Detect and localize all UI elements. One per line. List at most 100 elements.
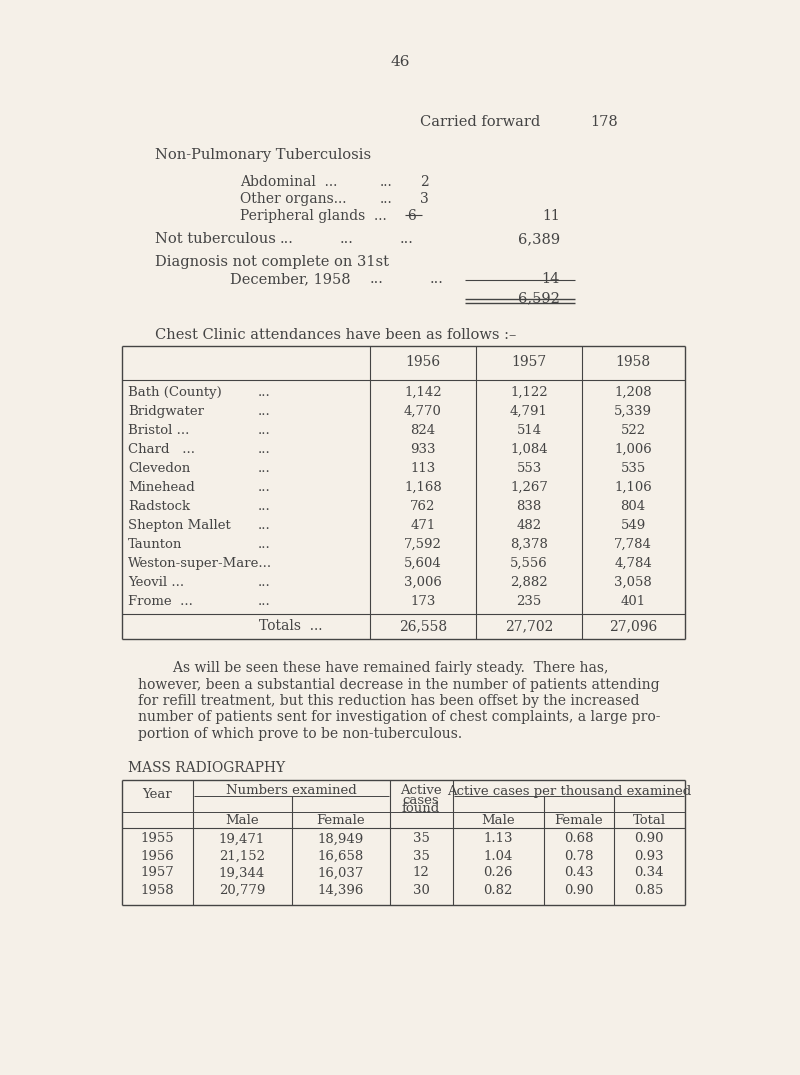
Text: found: found — [402, 803, 440, 816]
Text: Abdominal  ...: Abdominal ... — [240, 175, 338, 189]
Text: Male: Male — [481, 814, 515, 827]
Text: 824: 824 — [410, 424, 435, 438]
Text: 804: 804 — [621, 500, 646, 513]
Text: 27,096: 27,096 — [609, 619, 657, 633]
Text: 4,784: 4,784 — [614, 557, 652, 570]
Text: 0.93: 0.93 — [634, 849, 664, 862]
Text: 0.43: 0.43 — [564, 866, 594, 879]
Text: Year: Year — [142, 788, 172, 801]
Text: 762: 762 — [410, 500, 436, 513]
Text: 2: 2 — [420, 175, 429, 189]
Text: 1,084: 1,084 — [510, 443, 548, 456]
Text: 173: 173 — [410, 594, 436, 608]
Text: 46: 46 — [390, 55, 410, 69]
Text: 482: 482 — [517, 519, 542, 532]
Text: 35: 35 — [413, 849, 430, 862]
Text: ...: ... — [258, 424, 270, 438]
Text: Radstock: Radstock — [128, 500, 190, 513]
Text: ...: ... — [280, 232, 294, 246]
Text: Bristol ...: Bristol ... — [128, 424, 190, 438]
Text: Minehead: Minehead — [128, 481, 194, 495]
Text: for refill treatment, but this reduction has been offset by the increased: for refill treatment, but this reduction… — [138, 694, 639, 708]
Text: 5,604: 5,604 — [404, 557, 442, 570]
Text: ...: ... — [400, 232, 414, 246]
Text: 7,592: 7,592 — [404, 538, 442, 551]
Text: 7,784: 7,784 — [614, 538, 652, 551]
Text: 30: 30 — [413, 884, 430, 897]
Text: cases: cases — [402, 793, 439, 806]
Text: Totals  ...: Totals ... — [259, 619, 322, 633]
Text: 0.26: 0.26 — [483, 866, 513, 879]
Text: 1957: 1957 — [140, 866, 174, 879]
Text: 4,770: 4,770 — [404, 405, 442, 418]
Text: Not tuberculous: Not tuberculous — [155, 232, 276, 246]
Text: 5,556: 5,556 — [510, 557, 548, 570]
Text: 1.04: 1.04 — [483, 849, 513, 862]
Text: 1,168: 1,168 — [404, 481, 442, 495]
Text: 1,122: 1,122 — [510, 386, 548, 399]
Text: 1,006: 1,006 — [614, 443, 652, 456]
Text: 1957: 1957 — [511, 355, 546, 369]
Text: ...: ... — [258, 481, 270, 495]
Text: ...: ... — [340, 232, 354, 246]
Text: Numbers examined: Numbers examined — [226, 785, 356, 798]
Text: Yeovil ...: Yeovil ... — [128, 576, 184, 589]
Text: 1955: 1955 — [140, 832, 174, 846]
Text: 1958: 1958 — [140, 884, 174, 897]
Text: ...: ... — [380, 192, 393, 206]
Text: 235: 235 — [516, 594, 542, 608]
Text: ...: ... — [258, 500, 270, 513]
Text: 4,791: 4,791 — [510, 405, 548, 418]
Text: 3: 3 — [420, 192, 429, 206]
Text: 401: 401 — [621, 594, 646, 608]
Text: 0.78: 0.78 — [564, 849, 594, 862]
Text: Diagnosis not complete on 31st: Diagnosis not complete on 31st — [155, 255, 389, 269]
Text: number of patients sent for investigation of chest complaints, a large pro-: number of patients sent for investigatio… — [138, 711, 661, 725]
Text: 35: 35 — [413, 832, 430, 846]
Text: 3,006: 3,006 — [404, 576, 442, 589]
Text: 19,344: 19,344 — [219, 866, 265, 879]
Text: 20,779: 20,779 — [219, 884, 265, 897]
Text: Total: Total — [633, 814, 666, 827]
Text: ...: ... — [380, 175, 393, 189]
Text: 0.85: 0.85 — [634, 884, 664, 897]
Text: 1956: 1956 — [406, 355, 441, 369]
Text: 16,037: 16,037 — [318, 866, 364, 879]
Text: 21,152: 21,152 — [219, 849, 265, 862]
Text: Female: Female — [317, 814, 366, 827]
Text: 3,058: 3,058 — [614, 576, 652, 589]
Text: Female: Female — [554, 814, 603, 827]
Text: Non-Pulmonary Tuberculosis: Non-Pulmonary Tuberculosis — [155, 148, 371, 162]
Text: Bath (County): Bath (County) — [128, 386, 222, 399]
Text: 113: 113 — [410, 462, 436, 475]
Text: however, been a substantial decrease in the number of patients attending: however, been a substantial decrease in … — [138, 677, 660, 691]
Text: ...: ... — [258, 594, 270, 608]
Text: 535: 535 — [620, 462, 646, 475]
Text: 16,658: 16,658 — [318, 849, 364, 862]
Text: 514: 514 — [517, 424, 542, 438]
Text: ...: ... — [258, 405, 270, 418]
Text: Taunton: Taunton — [128, 538, 182, 551]
Text: 14,396: 14,396 — [318, 884, 364, 897]
Text: 471: 471 — [410, 519, 436, 532]
Text: 6,389: 6,389 — [518, 232, 560, 246]
Text: 6: 6 — [407, 209, 416, 223]
Text: Peripheral glands  ...: Peripheral glands ... — [240, 209, 386, 223]
Text: ...: ... — [258, 538, 270, 551]
Text: 1,267: 1,267 — [510, 481, 548, 495]
Text: 1,106: 1,106 — [614, 481, 652, 495]
Text: 838: 838 — [516, 500, 542, 513]
Text: 18,949: 18,949 — [318, 832, 364, 846]
Text: Male: Male — [225, 814, 259, 827]
Text: ...: ... — [430, 272, 444, 286]
Text: Carried forward: Carried forward — [420, 115, 540, 129]
Text: 0.34: 0.34 — [634, 866, 664, 879]
Text: 553: 553 — [516, 462, 542, 475]
Text: 11: 11 — [542, 209, 560, 223]
Text: 12: 12 — [413, 866, 430, 879]
Text: 0.90: 0.90 — [634, 832, 664, 846]
Text: 178: 178 — [590, 115, 618, 129]
Text: Weston-super-Mare...: Weston-super-Mare... — [128, 557, 272, 570]
Text: 5,339: 5,339 — [614, 405, 652, 418]
Text: Shepton Mallet: Shepton Mallet — [128, 519, 230, 532]
